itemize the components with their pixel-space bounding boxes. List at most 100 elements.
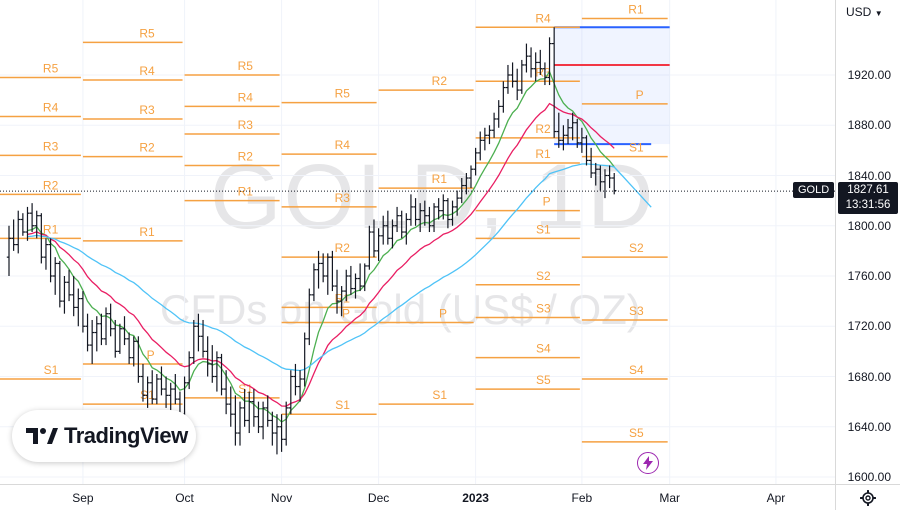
ohlc-bar [43,238,49,270]
pivot-label: R4 [335,138,351,152]
ohlc-bar [108,303,113,337]
ohlc-bar [404,213,409,245]
ohlc-bar [459,178,464,204]
pivot-label: R3 [43,139,59,153]
time-tick-label: Apr [766,491,786,505]
moving-averages [27,70,652,423]
pivot-label: R5 [43,62,59,76]
ohlc-bar [214,351,220,392]
pivot-label: S3 [629,304,644,318]
time-tick-label: Feb [571,491,593,505]
currency-label: USD [846,5,872,19]
ohlc-bar [274,414,280,455]
pivot-label: S2 [629,241,644,255]
ohlc-bar [362,263,367,292]
ohlc-bar [454,190,460,216]
bar-countdown: 13:31:56 [845,199,891,212]
ohlc-bar [445,198,451,229]
ohlc-bar [478,131,483,161]
grid-lines [0,0,835,484]
tradingview-logo[interactable]: TradingView [12,410,196,462]
ohlc-bar [348,265,354,295]
ohlc-bar [233,395,238,446]
ohlc-bar [302,332,307,387]
ohlc-bar [237,401,243,446]
ohlc-bar [223,370,229,415]
ohlc-bar [565,118,571,145]
ohlc-bar [450,200,455,226]
ohlc-bar [427,206,432,233]
price-tick-label: 1680.00 [847,369,891,384]
ohlc-bar [320,253,326,283]
ohlc-bar [154,373,160,405]
ohlc-bar [390,219,395,249]
ohlc-bar [200,319,206,358]
settings-gear-icon[interactable] [835,484,900,510]
pivot-label: R2 [535,122,551,136]
time-tick-label: Oct [175,491,194,505]
ohlc-bar [501,81,506,113]
pivot-label: S3 [536,301,551,315]
pivot-label: S1 [432,388,447,402]
ma-line-50 [27,163,652,372]
ohlc-bar [150,370,155,405]
price-tick-label: 1600.00 [847,470,891,484]
ohlc-bar [99,313,104,346]
ohlc-bar [510,62,515,88]
ohlc-bar [399,210,404,239]
watermark-description: CFDs on Gold (US$ / OZ) [160,286,641,333]
ohlc-chart[interactable]: R5 R4 R3 R2 R1 S1 R5 R4 R3 R2 R1 P S1 R5 R4 R3 R2 R1 S1 R5 R… [0,0,835,484]
ohlc-bar [168,382,173,415]
ohlc-bar [551,27,557,138]
ohlc-bar [140,363,146,402]
time-tick-label: Mar [659,491,680,505]
currency-selector[interactable]: USD ▼ [846,5,883,19]
range-box [554,26,670,146]
pivot-label: R1 [238,185,254,199]
bolt-icon[interactable] [637,452,659,474]
pivot-label: R5 [335,87,351,101]
chevron-down-icon: ▼ [874,9,883,18]
ohlc-bar [210,345,215,383]
ohlc-bar [20,213,26,236]
pivot-label: S5 [629,426,644,440]
ohlc-bar [270,411,275,446]
pivot-label: S5 [536,373,551,387]
ohlc-bar [482,127,488,151]
ohlc-bar [468,165,474,189]
ohlc-bar [330,250,335,292]
ohlc-bar [288,370,294,415]
last-price-badge: 1827.61 13:31:56 [838,182,898,215]
pivot-label: R1 [535,147,551,161]
pivot-label: R3 [335,191,351,205]
ohlc-bar [316,250,321,289]
ohlc-bar [598,165,603,191]
ohlc-bar [196,313,201,352]
ohlc-bar [575,118,580,148]
ohlc-bar [136,336,141,383]
ohlc-bar [145,376,150,408]
ohlc-bar [260,401,266,440]
pivot-label: R3 [139,103,155,117]
ohlc-bar [284,401,289,446]
ohlc-bar [584,135,589,166]
time-axis[interactable]: Sep Oct Nov Dec 2023 Feb Mar Apr [0,484,835,511]
pivot-label: S1 [335,398,350,412]
ohlc-bar [570,112,575,141]
tv-logo-icon [26,428,58,444]
pivot-label: R3 [238,118,254,132]
ohlc-bar [265,395,270,427]
ohlc-bar [556,112,561,148]
ohlc-bar [11,219,16,251]
ohlc-bar [325,253,330,295]
pivot-label: R1 [139,225,155,239]
chart-pane[interactable]: GOLD, 1D CFDs on Gold (US$ / OZ) R5 R4 R3 R… [0,0,835,484]
ohlc-bar [62,276,67,314]
pivot-label: R1 [43,222,59,236]
ohlc-bar [524,43,529,73]
ohlc-bar [89,319,95,364]
ohlc-bar [441,194,446,220]
price-tick-label: 1880.00 [847,118,891,133]
price-axis[interactable]: USD ▼ 1600.00 1640.00 1680.00 1720.00 1760.0… [835,0,900,484]
ohlc-bar [413,198,418,226]
